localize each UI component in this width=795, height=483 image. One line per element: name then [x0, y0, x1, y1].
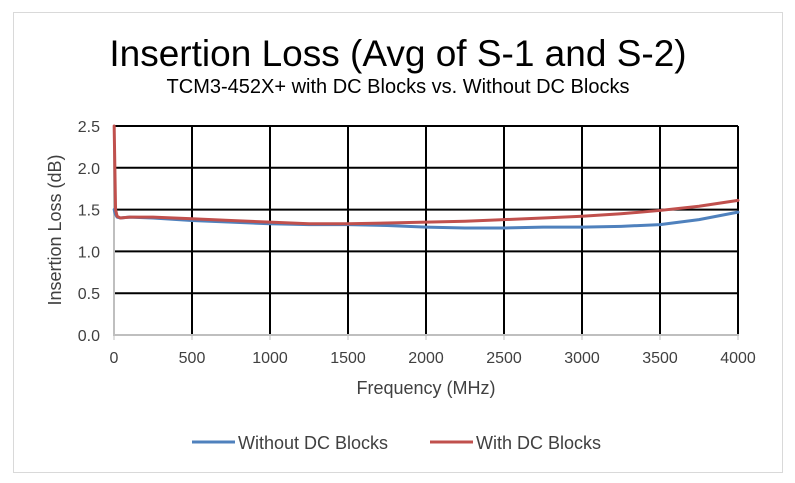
y-tick-label: 1.0 [78, 244, 100, 261]
y-tick-label: 0.5 [78, 286, 100, 303]
chart-title: Insertion Loss (Avg of S-1 and S-2) [109, 33, 686, 74]
y-axis-title: Insertion Loss (dB) [45, 154, 65, 305]
x-tick-label: 3500 [642, 350, 678, 367]
x-tick-label: 4000 [720, 350, 756, 367]
x-tick-label: 1500 [330, 350, 366, 367]
y-tick-label: 1.5 [78, 203, 100, 220]
y-tick-label: 2.0 [78, 161, 100, 178]
y-tick-label: 0.0 [78, 328, 100, 345]
tick-labels: 0.0 0.5 1.0 1.5 2.0 2.5 0 500 1000 1500 2000 2500 30… [78, 119, 756, 367]
y-tick-label: 2.5 [78, 119, 100, 136]
x-tick-label: 1000 [252, 350, 288, 367]
legend-label-with-dc-blocks: With DC Blocks [476, 433, 601, 453]
x-tick-label: 2000 [408, 350, 444, 367]
legend: Without DC Blocks With DC Blocks [192, 433, 601, 453]
legend-label-without-dc-blocks: Without DC Blocks [238, 433, 388, 453]
grid [114, 125, 739, 335]
chart-subtitle: TCM3-452X+ with DC Blocks vs. Without DC… [167, 76, 630, 98]
series-line-with-dc-blocks [112, 124, 740, 226]
x-tick-label: 2500 [486, 350, 522, 367]
chart-frame [13, 12, 783, 473]
x-tick-label: 3000 [564, 350, 600, 367]
series-group [112, 124, 740, 230]
x-tick-label: 500 [179, 350, 206, 367]
x-tick-label: 0 [110, 350, 119, 367]
x-axis-title: Frequency (MHz) [356, 378, 495, 398]
